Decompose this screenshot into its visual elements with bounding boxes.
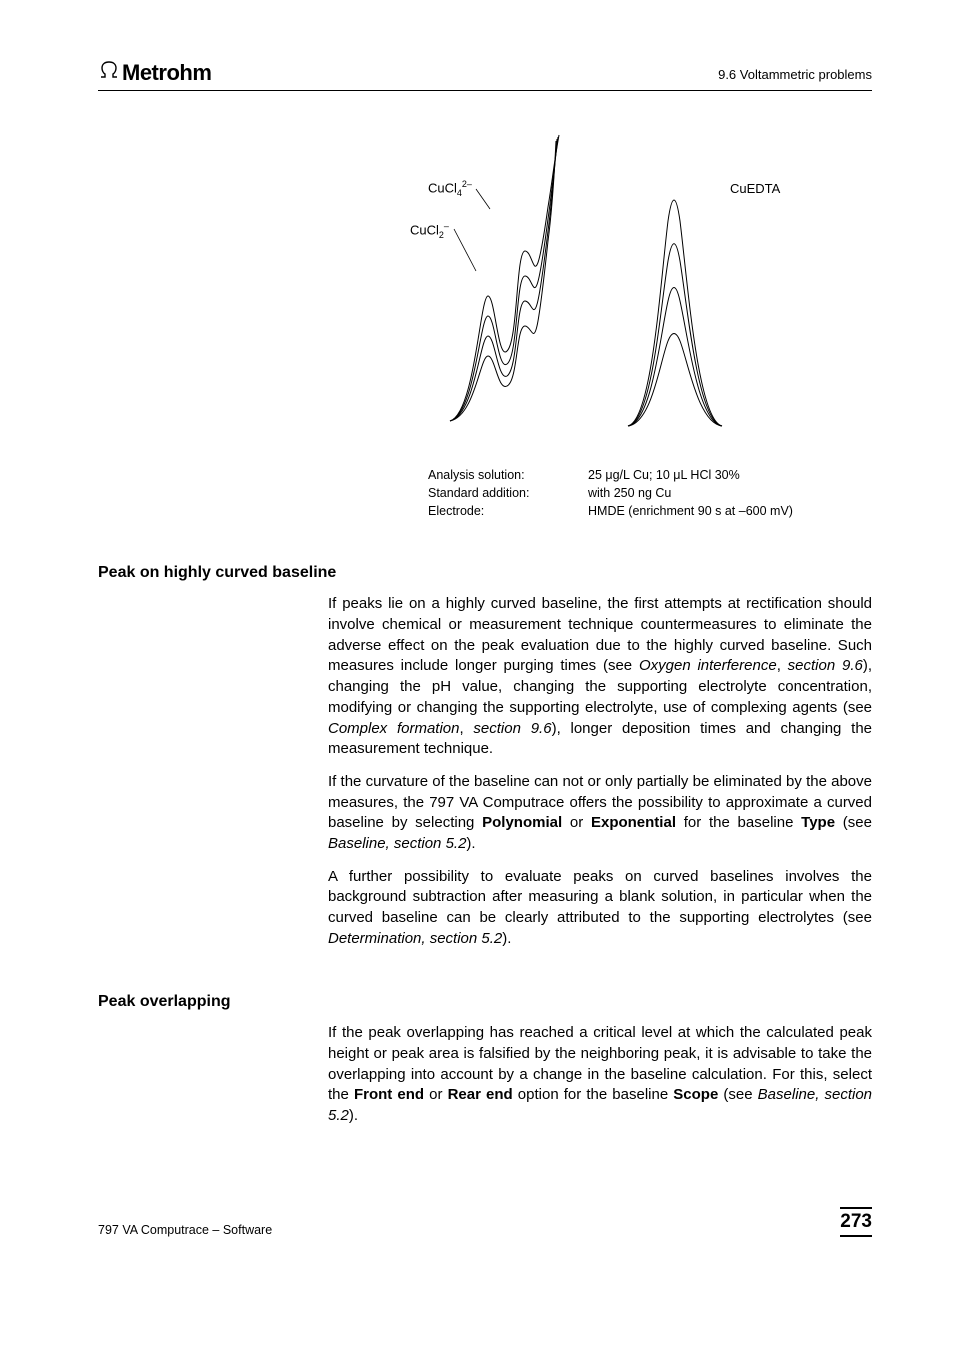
footer-product: 797 VA Computrace – Software [98, 1223, 272, 1237]
caption-row: Analysis solution:25 μg/L Cu; 10 μL HCl … [428, 466, 872, 484]
label-cucl4: CuCl42– [428, 179, 472, 198]
page-footer: 797 VA Computrace – Software 273 [98, 1207, 872, 1237]
paragraph: A further possibility to evaluate peaks … [328, 867, 872, 950]
caption-row: Electrode:HMDE (enrichment 90 s at –600 … [428, 502, 872, 520]
page-header: Metrohm 9.6 Voltammetric problems [98, 60, 872, 91]
paragraph: If the curvature of the baseline can not… [328, 772, 872, 855]
logo-text: Metrohm [122, 60, 211, 86]
figure-caption: Analysis solution:25 μg/L Cu; 10 μL HCl … [428, 466, 872, 520]
ohm-icon [98, 61, 120, 85]
caption-key: Standard addition: [428, 484, 588, 502]
caption-row: Standard addition:with 250 ng Cu [428, 484, 872, 502]
label-cucl2: CuCl2– [410, 221, 449, 240]
caption-key: Electrode: [428, 502, 588, 520]
section-body: If peaks lie on a highly curved baseline… [328, 594, 872, 949]
curves-right [620, 171, 730, 431]
section-body: If the peak overlapping has reached a cr… [328, 1023, 872, 1126]
caption-key: Analysis solution: [428, 466, 588, 484]
section-heading: Peak overlapping [98, 993, 872, 1011]
page-number: 273 [840, 1207, 872, 1237]
figure-area: CuCl42– CuCl2– CuEDTA [298, 131, 872, 436]
voltammogram-right: CuEDTA [620, 171, 730, 436]
metrohm-logo: Metrohm [98, 60, 211, 86]
paragraph: If peaks lie on a highly curved baseline… [328, 594, 872, 760]
paragraph: If the peak overlapping has reached a cr… [328, 1023, 872, 1126]
curves-left [440, 131, 570, 431]
caption-value: 25 μg/L Cu; 10 μL HCl 30% [588, 466, 740, 484]
header-breadcrumb: 9.6 Voltammetric problems [718, 67, 872, 82]
voltammogram-left: CuCl42– CuCl2– [440, 131, 570, 436]
label-cuedta: CuEDTA [730, 181, 780, 196]
section-heading: Peak on highly curved baseline [98, 564, 872, 582]
caption-value: HMDE (enrichment 90 s at –600 mV) [588, 502, 793, 520]
caption-value: with 250 ng Cu [588, 484, 671, 502]
